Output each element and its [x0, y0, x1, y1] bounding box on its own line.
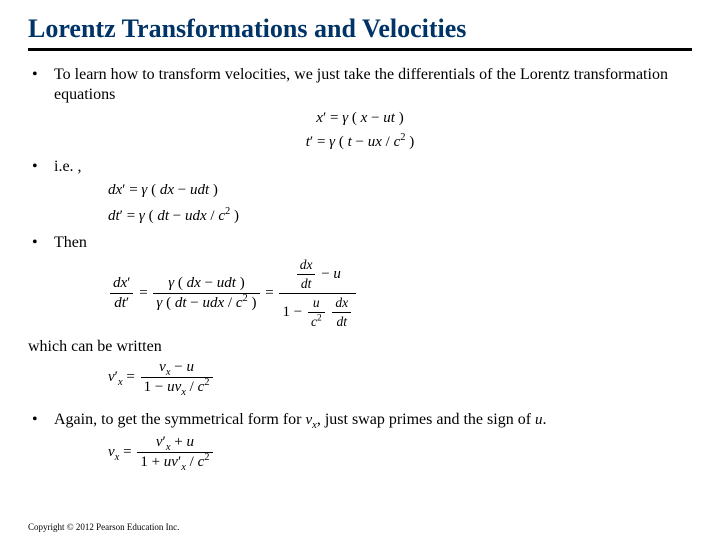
equation-lorentz-x: x′ = γ ( x − ut ) [28, 109, 692, 127]
page-title: Lorentz Transformations and Velocities [28, 14, 692, 44]
sub-text: which can be written [28, 338, 692, 356]
bullet-4-mid: , just swap primes and the sign of [317, 411, 535, 428]
slide: Lorentz Transformations and Velocities T… [0, 0, 720, 540]
bullet-4: Again, to get the symmetrical form for v… [28, 410, 692, 430]
bullet-1: To learn how to transform velocities, we… [28, 65, 692, 105]
equation-lorentz-t: t′ = γ ( t − ux / c2 ) [28, 133, 692, 151]
equation-velocity-derivation: dx′ dt′ = γ ( dx − udt ) γ ( dt − udx / … [28, 257, 692, 330]
equation-dt: dt′ = γ ( dt − udx / c2 ) [28, 207, 692, 225]
bullet-4-pre: Again, to get the symmetrical form for [54, 411, 305, 428]
bullet-3: Then [28, 233, 692, 253]
equation-dx: dx′ = γ ( dx − udt ) [28, 181, 692, 199]
bullet-2: i.e. , [28, 157, 692, 177]
title-rule [28, 48, 692, 51]
copyright: Copyright © 2012 Pearson Education Inc. [28, 522, 179, 532]
bullet-4-end: . [543, 411, 547, 428]
equation-velocity-unprimed: vx = v′x + u 1 + uv′x / c2 [28, 434, 692, 471]
equation-velocity-primed: v′x = vx − u 1 − uvx / c2 [28, 359, 692, 396]
